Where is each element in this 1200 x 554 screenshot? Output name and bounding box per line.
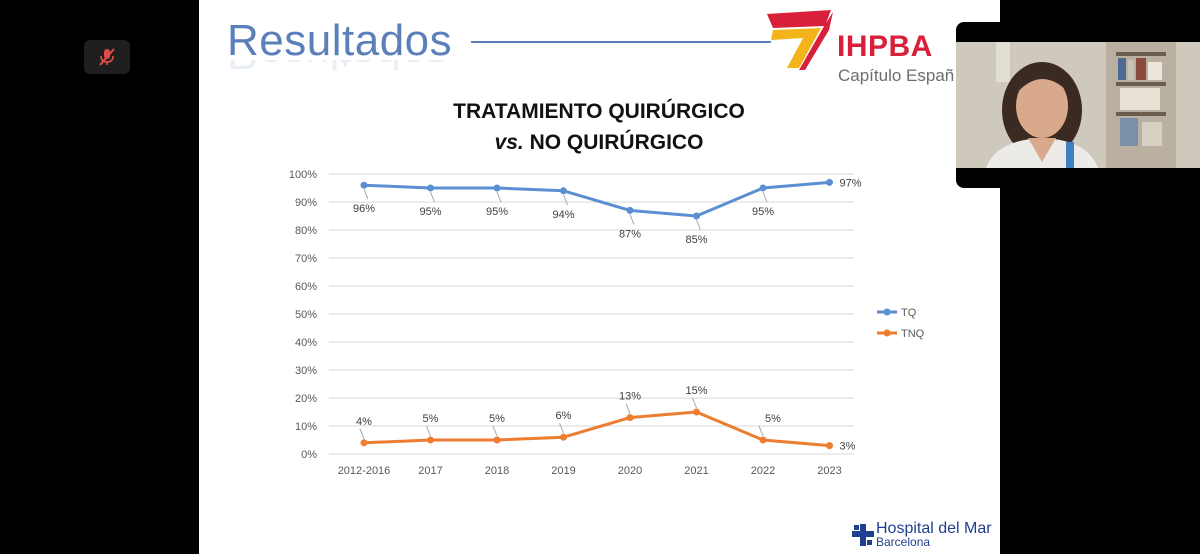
data-label-tq: 96% (353, 203, 375, 215)
ihpba-emblem-icon (767, 10, 833, 70)
data-point-tq (560, 187, 567, 195)
participant-video-thumbnail[interactable] (956, 22, 1200, 188)
data-label-tq: 95% (419, 206, 441, 218)
y-tick-label: 10% (295, 421, 317, 433)
chart-title-vs: vs. (494, 131, 524, 154)
data-label-tnq: 3% (840, 441, 856, 453)
leader-line (629, 214, 635, 225)
data-label-tq: 97% (840, 177, 862, 189)
ihpba-logo: IHPBA Capítulo Españ (759, 6, 999, 90)
series-line-tq (363, 180, 830, 218)
data-label-tnq: 4% (356, 416, 372, 428)
hospital-del-mar-logo: Hospital del Mar Barcelona (852, 520, 997, 550)
y-tick-label: 90% (295, 197, 317, 209)
data-label-tq: 85% (685, 234, 707, 246)
title-divider (471, 41, 771, 43)
leader-line (625, 403, 631, 414)
data-label-tnq: 5% (423, 413, 439, 425)
leader-line (758, 425, 764, 437)
data-point-tq (427, 184, 434, 192)
data-label-tq: 87% (619, 228, 641, 240)
data-point-tnq (360, 439, 368, 447)
ihpba-brand-text: IHPBA (837, 30, 933, 63)
x-tick-label: 2017 (418, 465, 442, 477)
x-tick-label: 2018 (485, 465, 509, 477)
chart-title: TRATAMIENTO QUIRÚRGICO vs. NO QUIRÚRGICO (389, 96, 809, 158)
data-point-tnq (493, 436, 501, 444)
data-label-tq: 95% (752, 206, 774, 218)
x-tick-label: 2023 (817, 465, 841, 477)
data-point-tnq (759, 436, 767, 444)
data-point-tnq (693, 408, 700, 416)
ihpba-subtitle: Capítulo Españ (838, 66, 955, 85)
leader-line (430, 191, 435, 203)
y-tick-label: 0% (301, 449, 317, 461)
leader-line (692, 397, 697, 409)
legend-marker-tq (883, 308, 891, 316)
y-tick-label: 100% (289, 169, 317, 181)
data-point-tnq (427, 436, 434, 444)
leader-line (426, 425, 431, 437)
data-point-tq (360, 181, 368, 189)
data-label-tnq: 5% (489, 413, 505, 425)
mute-button[interactable] (84, 40, 130, 74)
leader-line (359, 428, 365, 439)
data-label-tnq: 5% (765, 413, 781, 425)
legend-marker-tnq (883, 329, 891, 337)
x-tick-label: 2020 (618, 465, 642, 477)
data-point-tnq (560, 433, 567, 441)
presentation-slide: Resultados Resultados IHPBA Capítulo Esp… (199, 0, 1000, 554)
y-tick-label: 30% (295, 365, 317, 377)
x-tick-label: 2021 (684, 465, 708, 477)
data-label-tnq: 6% (556, 410, 572, 422)
data-label-tnq: 15% (685, 385, 707, 397)
data-point-tq (493, 184, 501, 192)
leader-line (363, 189, 369, 200)
line-chart: 0% 10% 20% 30% 40% 50% 60% 70% 80% 90% 100% 2012-20… (289, 169, 925, 477)
leader-line (563, 194, 568, 205)
slide-title: Resultados (227, 16, 453, 65)
x-tick-label: 2012-2016 (338, 465, 391, 477)
y-tick-label: 20% (295, 393, 317, 405)
data-point-tq (826, 178, 833, 186)
y-tick-label: 70% (295, 253, 317, 265)
x-tick-label: 2019 (551, 465, 575, 477)
y-tick-label: 80% (295, 225, 317, 237)
chart-title-line1: TRATAMIENTO QUIRÚRGICO (453, 100, 745, 123)
series-line-tnq (363, 410, 830, 448)
data-label-tnq: 13% (619, 391, 641, 403)
leader-line (496, 191, 502, 203)
y-tick-label: 60% (295, 281, 317, 293)
data-point-tnq (826, 442, 833, 450)
legend-label-tnq: TNQ (901, 328, 925, 340)
leader-line (762, 191, 768, 203)
data-point-tq (759, 184, 767, 192)
data-point-tq (626, 206, 634, 214)
data-point-tq (693, 212, 700, 220)
chart-title-line2-rest: NO QUIRÚRGICO (523, 131, 704, 154)
data-label-tq: 95% (486, 206, 508, 218)
y-tick-label: 40% (295, 337, 317, 349)
hospital-city: Barcelona (876, 535, 931, 549)
data-label-tq: 94% (552, 209, 574, 221)
hospital-cross-icon (852, 524, 874, 546)
data-point-tnq (626, 414, 634, 422)
microphone-muted-icon (99, 48, 115, 66)
leader-line (559, 423, 564, 434)
hospital-name: Hospital del Mar (876, 520, 992, 537)
chart-title-line2: vs. NO QUIRÚRGICO (389, 127, 809, 158)
leader-line (696, 219, 701, 231)
participant-video-feed (956, 42, 1200, 168)
leader-line (492, 425, 498, 437)
x-tick-label: 2022 (751, 465, 775, 477)
legend-label-tq: TQ (901, 307, 917, 319)
y-tick-label: 50% (295, 309, 317, 321)
